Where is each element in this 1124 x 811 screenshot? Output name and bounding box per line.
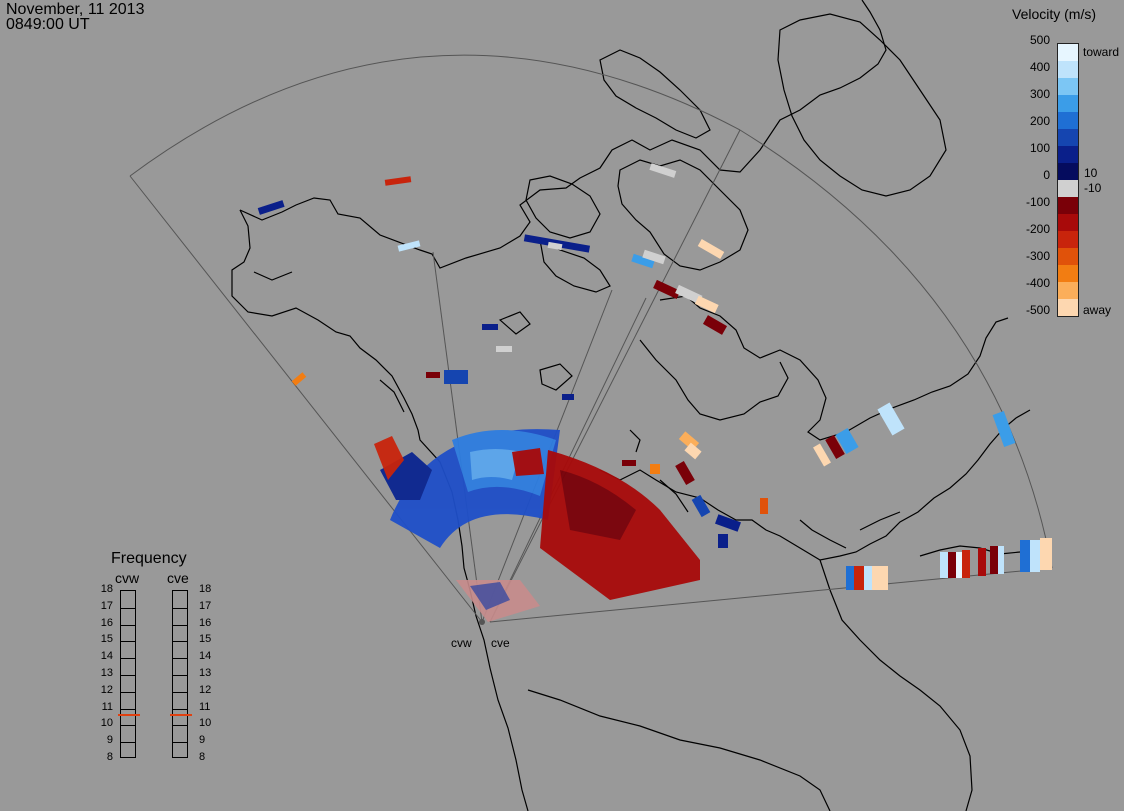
freq-tick-left: 16 <box>100 616 113 629</box>
freq-tick-right: 11 <box>199 700 211 713</box>
radar-label-cvw: cvw <box>451 636 472 650</box>
freq-tick-left: 11 <box>101 700 113 713</box>
coastlines <box>231 0 1031 811</box>
radar-site-marker <box>479 619 485 625</box>
freq-right-radar: cve <box>167 570 189 586</box>
freq-tick-left: 10 <box>100 717 113 730</box>
colorbar-tick-label: -300 <box>1025 249 1050 263</box>
colorbar-tick-label: 400 <box>1029 60 1050 74</box>
frequency-marker <box>170 714 192 717</box>
freq-tick-right: 8 <box>199 751 206 763</box>
frequency-column-left <box>118 590 140 758</box>
freq-tick-left: 14 <box>100 650 113 663</box>
freq-tick-left: 9 <box>106 734 113 747</box>
freq-tick-right: 14 <box>199 650 212 663</box>
freq-tick-right: 12 <box>199 683 212 696</box>
freq-tick-left: 12 <box>100 683 113 696</box>
colorbar-tick-label: 0 <box>1043 168 1050 182</box>
freq-tick-left: 18 <box>100 583 113 595</box>
freq-tick-right: 16 <box>199 616 212 629</box>
colorbar-title: Velocity (m/s) <box>1012 6 1097 22</box>
frequency-title: Frequency <box>111 550 187 567</box>
radar-label-cve: cve <box>491 636 510 650</box>
colorbar-tick-label: 200 <box>1029 114 1050 128</box>
near-field-data <box>456 580 540 622</box>
colorbar-tick-label: 500 <box>1029 33 1050 47</box>
frequency-marker <box>118 714 140 717</box>
colorbar-tick-label: -100 <box>1025 195 1050 209</box>
scatter-echoes <box>257 163 1052 590</box>
colorbar-tick-label: 100 <box>1029 141 1050 155</box>
frequency-column-right <box>170 590 192 758</box>
freq-tick-left: 15 <box>100 633 113 646</box>
velocity-data-red <box>374 436 700 600</box>
freq-tick-right: 18 <box>199 583 212 595</box>
date-label: November, 11 2013 <box>6 1 145 18</box>
colorbar-tick-label: -500 <box>1025 303 1050 317</box>
colorbar-away-label: away <box>1083 303 1112 317</box>
colorbar-neg10-label: -10 <box>1084 181 1102 195</box>
freq-left-radar: cvw <box>115 570 140 586</box>
freq-tick-left: 8 <box>106 751 113 763</box>
freq-tick-left: 13 <box>100 667 113 679</box>
colorbar-tick-label: 300 <box>1029 87 1050 101</box>
colorbar-tick-label: -400 <box>1025 276 1050 290</box>
velocity-colorbar <box>1057 43 1079 317</box>
freq-tick-right: 9 <box>199 734 206 747</box>
colorbar-toward-label: toward <box>1083 45 1120 59</box>
freq-tick-right: 17 <box>199 599 212 612</box>
freq-tick-right: 15 <box>199 633 212 646</box>
time-label: 0849:00 UT <box>6 16 90 33</box>
colorbar-pos10-label: 10 <box>1084 166 1098 180</box>
colorbar-tick-label: -200 <box>1025 222 1050 236</box>
freq-tick-right: 13 <box>199 667 212 679</box>
freq-tick-right: 10 <box>199 717 212 730</box>
freq-tick-left: 17 <box>100 599 113 612</box>
